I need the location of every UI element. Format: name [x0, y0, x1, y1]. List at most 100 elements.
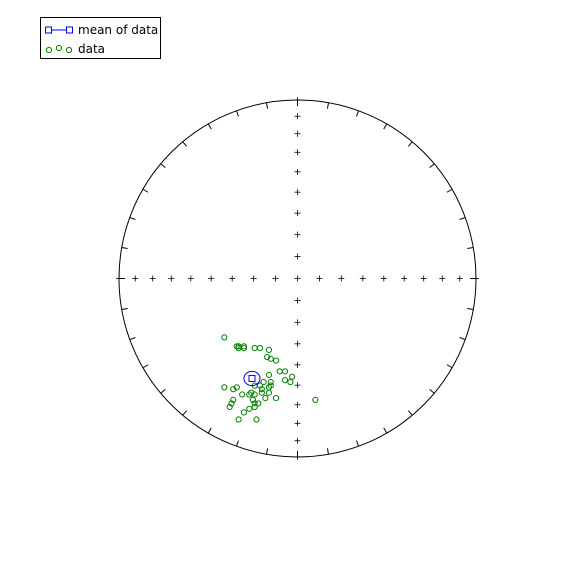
cross-tick-7 [294, 437, 301, 444]
data-point-18 [258, 386, 265, 393]
data-point-16 [260, 378, 267, 386]
rim-tick-33 [207, 123, 212, 130]
data-point-6 [251, 345, 258, 352]
rim-tick-35 [266, 102, 269, 109]
rim-tick-22 [182, 410, 188, 416]
cross-tick-9 [149, 275, 156, 282]
cross-tick-5 [132, 275, 139, 282]
data-point-27 [221, 384, 228, 391]
legend-data-swatch [45, 44, 73, 54]
rim-tick-25 [129, 337, 136, 341]
mean-marker-layer [243, 370, 261, 387]
data-point-24 [239, 391, 246, 398]
rim-tick-5 [429, 163, 435, 169]
cross-tick-15 [294, 401, 301, 408]
data-point-12 [281, 368, 289, 375]
data-point-19 [258, 389, 265, 396]
cross-tick-21 [208, 275, 215, 282]
data-point-5 [233, 343, 240, 350]
rim-tick-12 [446, 364, 453, 369]
cross-tick-12 [420, 275, 427, 282]
data-point-34 [249, 396, 256, 403]
cross-tick-19 [294, 382, 301, 389]
cross-tick-22 [294, 189, 301, 196]
data-point-7 [256, 345, 264, 352]
legend-mean-swatch [45, 26, 73, 34]
cross-tick-25 [229, 275, 236, 282]
data-point-32 [246, 405, 253, 412]
data-point-20 [262, 394, 269, 402]
legend: mean of data data [40, 17, 161, 59]
rim-tick-7 [459, 216, 466, 220]
rim-tick-34 [235, 110, 239, 117]
rim-tick-3 [383, 123, 388, 130]
legend-mean-label: mean of data [78, 23, 159, 37]
data-point-2 [240, 343, 248, 350]
legend-entry-data: data [41, 40, 161, 58]
data-point-9 [264, 353, 271, 361]
rim-tick-23 [160, 388, 166, 394]
data-point-45 [253, 416, 260, 423]
mean-marker [248, 374, 256, 382]
rim-tick-13 [429, 388, 435, 394]
cross-tick-2 [294, 97, 301, 103]
legend-entry-mean: mean of data [41, 21, 161, 39]
rim-tick-30 [142, 188, 149, 193]
rim-tick-11 [459, 337, 466, 341]
rim-tick-21 [207, 427, 212, 434]
rim-tick-8 [467, 247, 474, 250]
rim-tick-1 [326, 102, 329, 109]
data-point-46 [235, 416, 242, 423]
cross-tick-36 [294, 275, 301, 282]
cross-tick-16 [401, 275, 408, 282]
data-point-37 [272, 394, 280, 402]
cross-tick-8 [439, 275, 446, 282]
rim-tick-2 [356, 110, 360, 117]
cross-tick-32 [316, 275, 323, 282]
data-point-13 [276, 368, 283, 375]
cross-tick-27 [294, 340, 301, 347]
cross-tick-14 [294, 149, 301, 156]
data-point-42 [289, 373, 296, 380]
data-point-44 [312, 396, 319, 403]
cross-tick-4 [456, 275, 463, 282]
cross-tick-1 [116, 275, 122, 282]
rim-tick-20 [235, 440, 239, 447]
rim-tick-14 [407, 410, 413, 416]
data-point-33 [251, 403, 258, 411]
cross-tick-11 [294, 420, 301, 427]
rim-tick-6 [446, 188, 453, 193]
cross-tick-24 [359, 275, 366, 282]
cross-tick-18 [294, 168, 301, 175]
data-point-8 [265, 346, 273, 353]
cross-tick-30 [294, 231, 301, 238]
cross-tick-13 [168, 275, 175, 282]
cross-tick-23 [294, 361, 301, 368]
data-point-10 [267, 355, 274, 362]
rim-tick-10 [467, 307, 474, 310]
cross-tick-33 [272, 275, 279, 282]
data-point-30 [226, 403, 233, 411]
rim-tick-28 [121, 247, 128, 250]
rim-tick-16 [356, 440, 360, 447]
data-point-0 [221, 334, 228, 341]
data-point-36 [255, 400, 262, 407]
data-point-11 [272, 357, 280, 364]
rim-tick-29 [129, 216, 136, 220]
cross-tick-6 [294, 113, 301, 120]
data-point-41 [281, 377, 289, 384]
rim-tick-4 [407, 141, 413, 147]
legend-data-label: data [78, 42, 106, 56]
data-point-40 [265, 389, 273, 396]
data-point-25 [233, 384, 240, 391]
rim-tick-17 [326, 448, 329, 455]
rim-tick-19 [266, 448, 269, 455]
rim-tick-26 [121, 307, 128, 310]
rim-tick-31 [160, 163, 166, 169]
crosshair-ticks [116, 97, 479, 460]
data-point-22 [247, 389, 255, 396]
data-point-43 [287, 378, 294, 386]
data-point-28 [228, 400, 235, 407]
cross-tick-10 [294, 130, 301, 137]
